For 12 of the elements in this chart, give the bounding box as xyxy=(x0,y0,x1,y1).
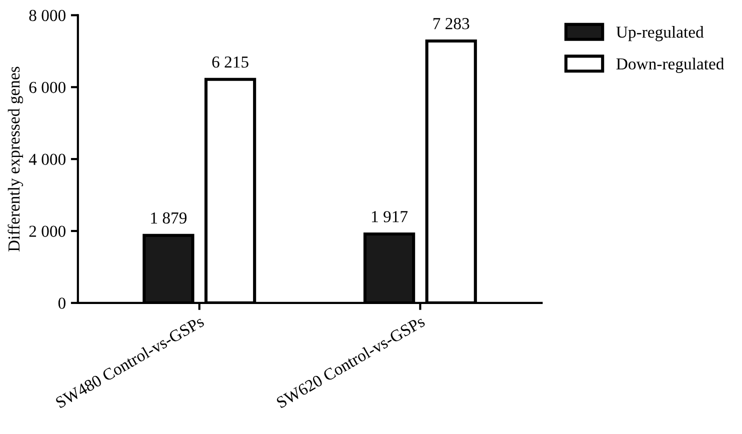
y-tick-label: 8 000 xyxy=(29,10,66,22)
legend-label: Down-regulated xyxy=(616,58,724,73)
data-label: 6 215 xyxy=(212,56,248,68)
y-axis-title: Differently expressed genes xyxy=(8,66,24,252)
data-label: 1 879 xyxy=(151,212,187,224)
y-tick-label: 0 xyxy=(58,298,66,309)
legend-label: Up-regulated xyxy=(616,26,704,42)
y-tick-label: 6 000 xyxy=(29,82,66,94)
data-label: 1 917 xyxy=(372,211,408,222)
y-tick-label: 4 000 xyxy=(28,154,66,166)
data-label: 7 283 xyxy=(433,18,470,30)
y-tick-label: 2 000 xyxy=(29,226,66,237)
